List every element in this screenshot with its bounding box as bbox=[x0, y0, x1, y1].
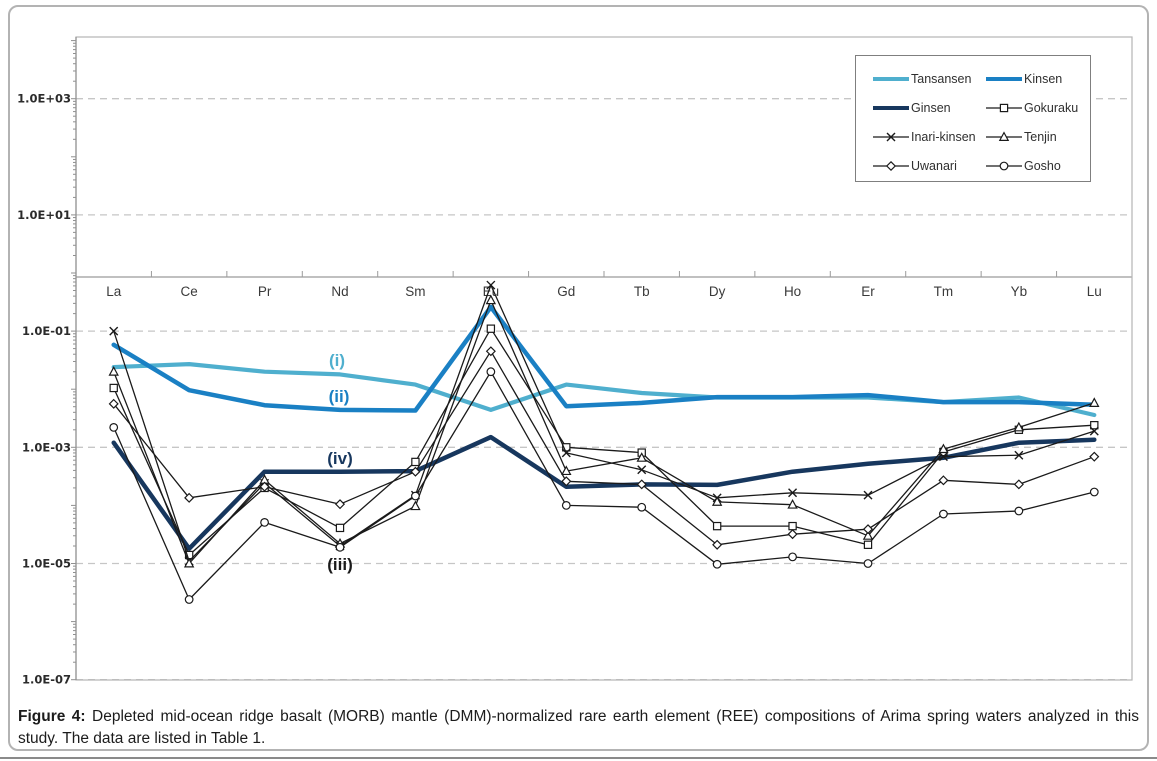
legend-swatch-x-icon bbox=[873, 132, 909, 141]
figure-caption-label: Figure 4: bbox=[18, 708, 86, 725]
legend-swatch-circle-icon bbox=[986, 161, 1022, 170]
legend-label: Ginsen bbox=[911, 100, 951, 115]
x-axis-element-label: Dy bbox=[709, 284, 726, 299]
legend-swatch-square-icon bbox=[986, 103, 1022, 112]
legend-row: Uwanari Gosho bbox=[856, 151, 1090, 180]
figure-caption-text: Depleted mid-ocean ridge basalt (MORB) m… bbox=[18, 708, 1139, 748]
annotation-iii: (iii) bbox=[327, 555, 353, 574]
legend-row: Tansansen Kinsen bbox=[856, 64, 1090, 93]
legend-entry-gosho: Gosho bbox=[986, 159, 1086, 173]
x-axis-element-label: Ho bbox=[784, 284, 801, 299]
series-tansansen bbox=[111, 362, 1097, 418]
y-axis-tick-label: 1.0E-01 bbox=[22, 324, 71, 338]
legend-entry-inari-kinsen: Inari-kinsen bbox=[856, 130, 986, 144]
chart-svg: 1.0E+03 1.0E+01 1.0E-01 1.0E-03 1.0E-05 1.0E-… bbox=[17, 36, 1133, 687]
legend-row: Inari-kinsen Tenjin bbox=[856, 122, 1090, 151]
y-axis-tick-label: 1.0E-03 bbox=[22, 440, 71, 454]
legend-swatch-none-icon bbox=[873, 105, 909, 110]
x-axis-element-label: Tb bbox=[634, 284, 650, 299]
x-axis-element-label: Tm bbox=[934, 284, 954, 299]
x-axis-element-label: La bbox=[106, 284, 122, 299]
legend-label: Tansansen bbox=[911, 71, 972, 86]
legend-swatch-none-icon bbox=[873, 76, 909, 81]
x-axis-element-label: Pr bbox=[258, 284, 272, 299]
legend-label: Kinsen bbox=[1024, 71, 1063, 86]
legend-label: Tenjin bbox=[1024, 129, 1057, 144]
legend-label: Gosho bbox=[1024, 158, 1061, 173]
legend-label: Gokuraku bbox=[1024, 100, 1079, 115]
x-axis-element-label: Er bbox=[861, 284, 875, 299]
legend-swatch-diamond-icon bbox=[873, 160, 909, 171]
legend-label: Uwanari bbox=[911, 158, 957, 173]
y-axis-tick-label: 1.0E-05 bbox=[22, 557, 71, 571]
x-axis-element-label: Gd bbox=[557, 284, 575, 299]
legend-entry-kinsen: Kinsen bbox=[986, 72, 1086, 86]
legend-entry-gokuraku: Gokuraku bbox=[986, 101, 1086, 115]
annotation-i: (i) bbox=[328, 351, 346, 370]
legend-swatch-triangle-icon bbox=[986, 130, 1022, 141]
x-axis-element-label: Nd bbox=[331, 284, 348, 299]
chart-legend: Tansansen Kinsen Ginsen Gokuraku Inari-kinse… bbox=[855, 55, 1091, 182]
series-gosho bbox=[109, 367, 1099, 604]
x-axis-element-label: Lu bbox=[1087, 284, 1102, 299]
series-tenjin bbox=[108, 294, 1100, 568]
legend-row: Ginsen Gokuraku bbox=[856, 93, 1090, 122]
legend-swatch-none-icon bbox=[986, 76, 1022, 81]
legend-label: Inari-kinsen bbox=[911, 129, 976, 144]
legend-entry-tansansen: Tansansen bbox=[856, 72, 986, 86]
y-axis-tick-label: 1.0E+03 bbox=[17, 92, 71, 106]
x-axis-element-label: Sm bbox=[405, 284, 425, 299]
series-gokuraku bbox=[109, 324, 1099, 560]
x-axis-element-label: Ce bbox=[181, 284, 198, 299]
annotation-iv: (iv) bbox=[327, 449, 353, 468]
series-kinsen bbox=[111, 304, 1097, 413]
legend-entry-ginsen: Ginsen bbox=[856, 101, 986, 115]
series-ginsen bbox=[111, 434, 1097, 551]
series-inari-kinsen bbox=[109, 280, 1099, 566]
y-axis-tick-label: 1.0E+01 bbox=[17, 208, 71, 222]
y-axis-tick-label: 1.0E-07 bbox=[22, 673, 71, 687]
annotation-ii: (ii) bbox=[328, 387, 350, 406]
bottom-divider bbox=[0, 757, 1157, 759]
legend-entry-tenjin: Tenjin bbox=[986, 130, 1086, 144]
legend-entry-uwanari: Uwanari bbox=[856, 159, 986, 173]
x-axis-element-label: Yb bbox=[1011, 284, 1028, 299]
figure-caption: Figure 4: Depleted mid-ocean ridge basal… bbox=[18, 706, 1139, 751]
series-uwanari bbox=[108, 346, 1100, 550]
